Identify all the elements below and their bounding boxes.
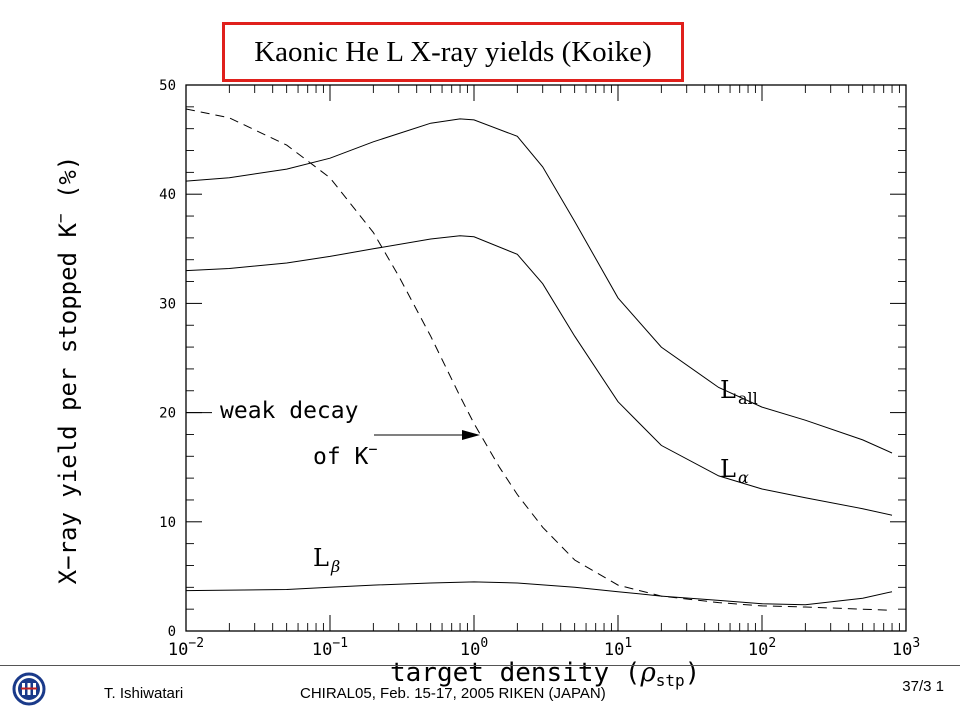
slide-title: Kaonic He L X-ray yields (Koike): [222, 22, 684, 82]
series-line-L-beta: [185, 581, 893, 606]
y-tick-label: 0: [168, 624, 176, 640]
footer-divider: [0, 665, 960, 666]
page-number: 37/3 1: [902, 678, 944, 695]
institute-logo: [12, 672, 46, 706]
y-tick-label: 30: [159, 296, 176, 312]
footer-conference: CHIRAL05, Feb. 15-17, 2005 RIKEN (JAPAN): [300, 685, 606, 702]
x-tick-label: 10−2: [168, 636, 204, 660]
x-tick-label: 101: [604, 636, 632, 660]
y-tick-label: 10: [159, 515, 176, 531]
annotation-arrow-head: [462, 430, 480, 440]
x-tick-label: 102: [748, 636, 776, 660]
x-tick-label: 103: [892, 636, 920, 660]
annotation-of-k: of K−: [313, 440, 377, 470]
x-axis-label: target density (ρstp): [390, 658, 700, 690]
y-tick-label: 50: [159, 78, 176, 94]
series-line-L-all: [185, 118, 893, 454]
y-tick-label: 40: [159, 187, 176, 203]
footer-author: T. Ishiwatari: [104, 685, 184, 702]
plot-frame: [185, 84, 907, 632]
x-tick-label: 100: [460, 636, 488, 660]
series-line-L-alpha: [185, 235, 893, 516]
x-tick-label: 10−1: [312, 636, 348, 660]
series-line-weak-decay: [185, 108, 893, 611]
y-axis-label: X−ray yield per stopped K− (%): [51, 156, 82, 585]
annotation-weak-decay: weak decay: [220, 398, 358, 424]
y-tick-label: 20: [159, 406, 176, 422]
